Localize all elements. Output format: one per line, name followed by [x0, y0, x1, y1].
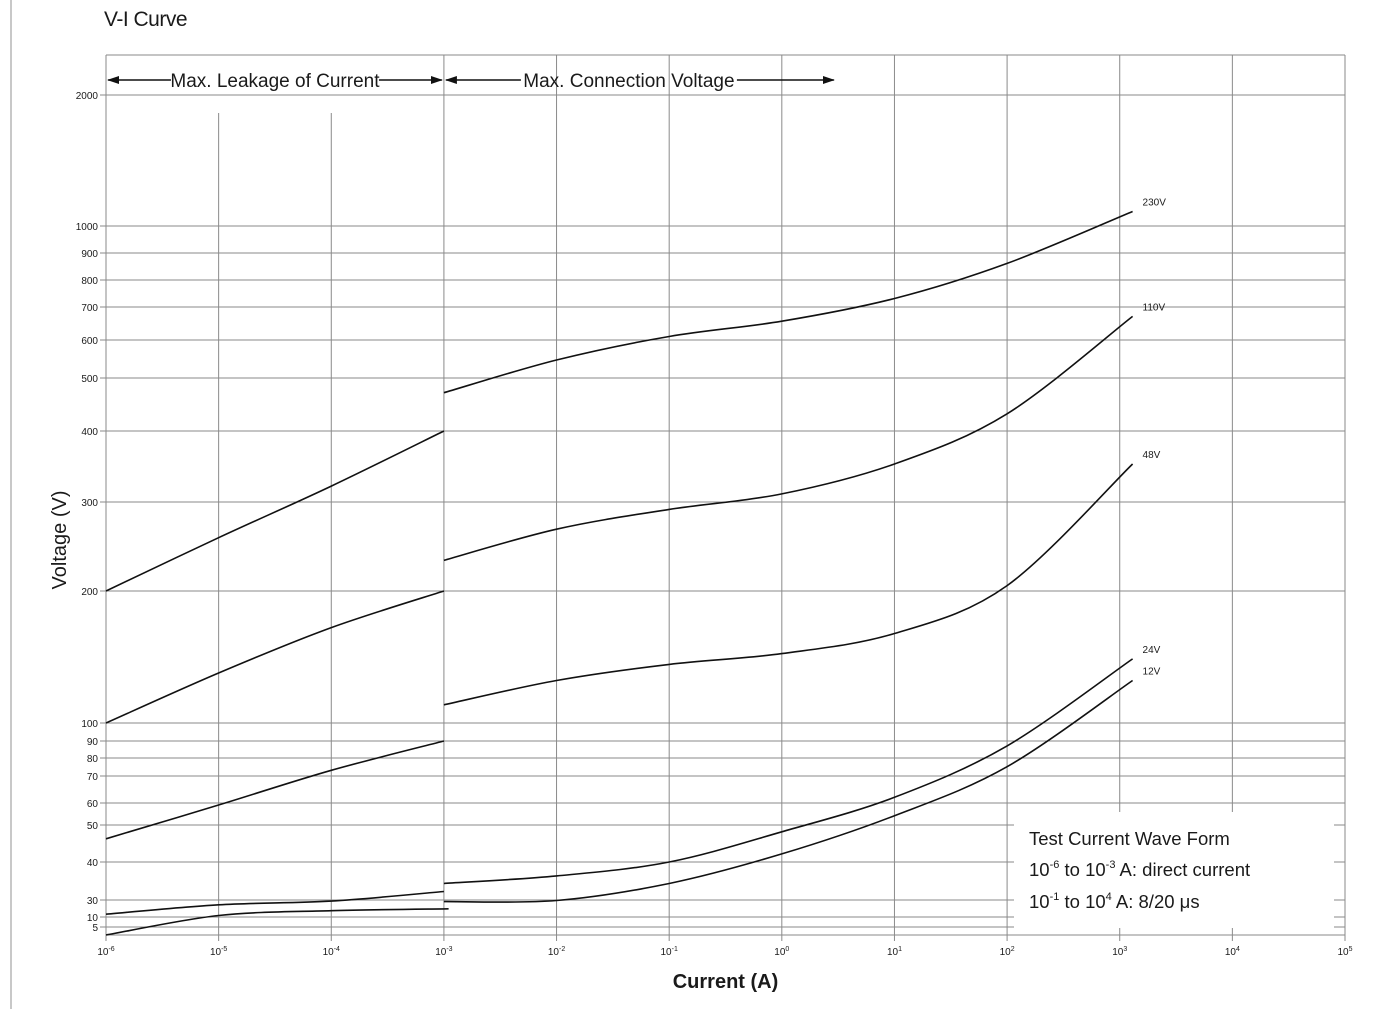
y-tick-label: 1000 — [76, 222, 99, 233]
series-line-110V-segment-2 — [443, 315, 1134, 562]
y-tick-label: 80 — [87, 754, 99, 765]
curve-layer: 230V 110V 48V 24V 12V — [105, 197, 1167, 936]
series-label: 48V — [1143, 450, 1161, 461]
series-line-48V-segment-1 — [105, 740, 445, 840]
x-tick-label: 104 — [1225, 946, 1240, 958]
y-tick-label: 100 — [81, 719, 98, 730]
chart-title: V-I Curve — [104, 8, 188, 31]
series-label: 110V — [1143, 302, 1166, 313]
series-label: 230V — [1143, 197, 1167, 208]
annotation-layer: Test Current Wave Form 10-6 to 10-3 A: di… — [1014, 812, 1334, 928]
x-tick-label: 103 — [1112, 946, 1127, 958]
grid-layer — [106, 55, 1346, 935]
x-tick-label: 10-5 — [210, 946, 227, 958]
x-tick-label: 101 — [887, 946, 902, 958]
y-tick-label: 5 — [92, 923, 98, 934]
y-tick-label: 200 — [81, 587, 98, 598]
annotation-box — [1014, 812, 1334, 928]
region-layer: Max. Leakage of Current Max. Connection V… — [107, 71, 835, 92]
x-tick-label: 10-3 — [435, 946, 452, 958]
y-tick-label: 300 — [81, 498, 98, 509]
y-tick-label: 60 — [87, 799, 99, 810]
series-label: 24V — [1143, 645, 1161, 656]
annotation-line: 10-6 to 10-3 A: direct current — [1029, 859, 1250, 880]
y-tick-label: 10 — [87, 913, 99, 924]
series-line-230V-segment-2 — [443, 210, 1133, 394]
series-line-48V-segment-2 — [443, 463, 1134, 706]
y-axis-title: Voltage (V) — [49, 491, 71, 590]
x-tick-label: 10-4 — [323, 946, 340, 958]
series-line-230V-segment-1 — [105, 430, 445, 592]
series-line-12V-segment-1 — [105, 908, 449, 936]
series-line-12V-segment-2 — [443, 679, 1134, 903]
x-tick-label: 105 — [1337, 946, 1352, 958]
left-border-rule — [10, 0, 12, 1009]
y-tick-label: 90 — [87, 737, 99, 748]
x-tick-label: 10-6 — [97, 946, 114, 958]
annotation-title: Test Current Wave Form — [1029, 828, 1230, 849]
series-line-24V-segment-2 — [443, 658, 1134, 885]
series-line-24V-segment-1 — [105, 890, 444, 915]
y-tick-label: 2000 — [76, 91, 99, 102]
annotation-line: 10-1 to 104 A: 8/20 μs — [1029, 891, 1200, 912]
x-tick-label: 10-2 — [548, 946, 565, 958]
y-tick-label: 900 — [81, 249, 98, 260]
y-tick-label: 50 — [87, 821, 99, 832]
y-tick-label: 400 — [81, 427, 98, 438]
x-tick-label: 100 — [774, 946, 789, 958]
region-label: Max. Connection Voltage — [523, 71, 734, 92]
x-tick-label: 102 — [1000, 946, 1015, 958]
region-label: Max. Leakage of Current — [170, 71, 380, 92]
series-line-110V-segment-1 — [105, 590, 445, 724]
x-tick-label: 10-1 — [661, 946, 678, 958]
y-tick-label: 800 — [81, 276, 98, 287]
y-tick-label: 500 — [81, 374, 98, 385]
y-tick-label: 70 — [87, 772, 99, 783]
y-tick-label: 40 — [87, 858, 99, 869]
y-tick-label: 600 — [81, 336, 98, 347]
y-tick-label: 700 — [81, 303, 98, 314]
axis-layer: 2000 1000 900 800 700 600 500 400 300 200 100 90 80 7… — [49, 54, 1353, 993]
y-tick-label: 30 — [87, 896, 99, 907]
series-label: 12V — [1143, 667, 1161, 678]
x-axis-title: Current (A) — [673, 971, 779, 993]
